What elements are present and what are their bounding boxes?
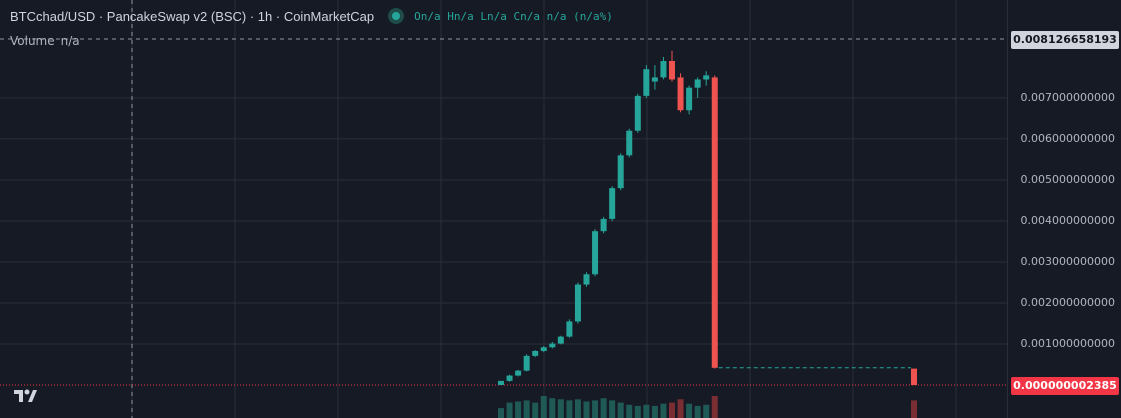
candle-body (515, 370, 522, 376)
volume-bar (626, 404, 633, 418)
volume-bar (686, 403, 693, 418)
candle-body (686, 87, 693, 111)
volume-label: Volume (10, 34, 55, 48)
volume-bar (711, 396, 718, 418)
candle-body (609, 188, 616, 219)
chart-plot-area[interactable] (0, 0, 1007, 418)
candle-body (600, 218, 607, 232)
volume-bar (566, 400, 573, 418)
symbol-title[interactable]: BTCchad/USD · PancakeSwap v2 (BSC) · 1h … (10, 8, 375, 24)
candle-body (669, 61, 675, 80)
volume-legend[interactable]: Volume n/a (10, 34, 80, 48)
candle-body (694, 79, 701, 88)
candle-body (498, 380, 504, 385)
candle-body (523, 355, 530, 371)
tradingview-logo-icon[interactable] (12, 386, 38, 406)
candle-body (634, 95, 641, 131)
candle-body (540, 347, 547, 351)
candle-body (549, 343, 556, 348)
candle-body (911, 368, 917, 385)
volume-bar (523, 400, 530, 418)
market-status-icon (388, 8, 405, 24)
price-tick-label: 0.004000000000 (1020, 213, 1115, 227)
price-tick-label: 0.007000000000 (1020, 90, 1115, 104)
price-tick-label: 0.001000000000 (1020, 336, 1115, 350)
volume-bar (617, 402, 624, 418)
volume-bar (634, 405, 641, 418)
candle-body (617, 155, 624, 189)
candle-body (677, 77, 684, 111)
candle-body (660, 61, 667, 78)
candle-body (651, 77, 658, 82)
crosshair-price-badge: 0.008126658193 (1011, 31, 1119, 49)
price-tick-label: 0.002000000000 (1020, 295, 1115, 309)
volume-bar (592, 400, 599, 418)
volume-bar (643, 404, 650, 418)
candle-body (626, 130, 633, 156)
volume-bar (540, 396, 547, 418)
candle-body (703, 75, 710, 80)
candle-body (592, 231, 599, 275)
candle-body (506, 375, 513, 381)
price-tick-label: 0.003000000000 (1020, 254, 1115, 268)
candlestick-chart[interactable] (0, 0, 1007, 418)
volume-bar (911, 400, 917, 418)
candle-body (566, 321, 573, 337)
volume-bar (557, 399, 564, 418)
volume-bar (498, 408, 504, 418)
ohlc-readout: On/a Hn/a Ln/a Cn/a n/a (n/a%) (414, 9, 613, 23)
volume-bar (669, 402, 675, 418)
volume-bar (574, 399, 581, 418)
volume-bar (600, 398, 607, 418)
symbol-legend[interactable]: BTCchad/USD · PancakeSwap v2 (BSC) · 1h … (10, 8, 613, 24)
candle-body (557, 336, 564, 344)
volume-bar (660, 403, 667, 418)
candle-body (711, 77, 718, 368)
volume-bar (532, 402, 539, 418)
last-price-badge: 0.000000002385 (1011, 377, 1119, 395)
volume-bar (609, 400, 616, 418)
volume-bar (677, 399, 684, 418)
volume-bar (515, 401, 522, 418)
candle-body (574, 284, 581, 322)
volume-bar (703, 404, 710, 418)
volume-value: n/a (60, 34, 80, 48)
volume-bar (506, 402, 513, 418)
candle-body (583, 274, 590, 285)
volume-bar (694, 405, 701, 418)
volume-bar (549, 398, 556, 418)
candle-body (532, 350, 539, 356)
volume-bar (651, 405, 658, 418)
candle-body (643, 69, 650, 96)
price-tick-label: 0.006000000000 (1020, 131, 1115, 145)
price-tick-label: 0.005000000000 (1020, 172, 1115, 186)
volume-bar (583, 401, 590, 418)
price-scale[interactable]: 0.007000000000 0.006000000000 0.0050000000… (1007, 0, 1121, 418)
